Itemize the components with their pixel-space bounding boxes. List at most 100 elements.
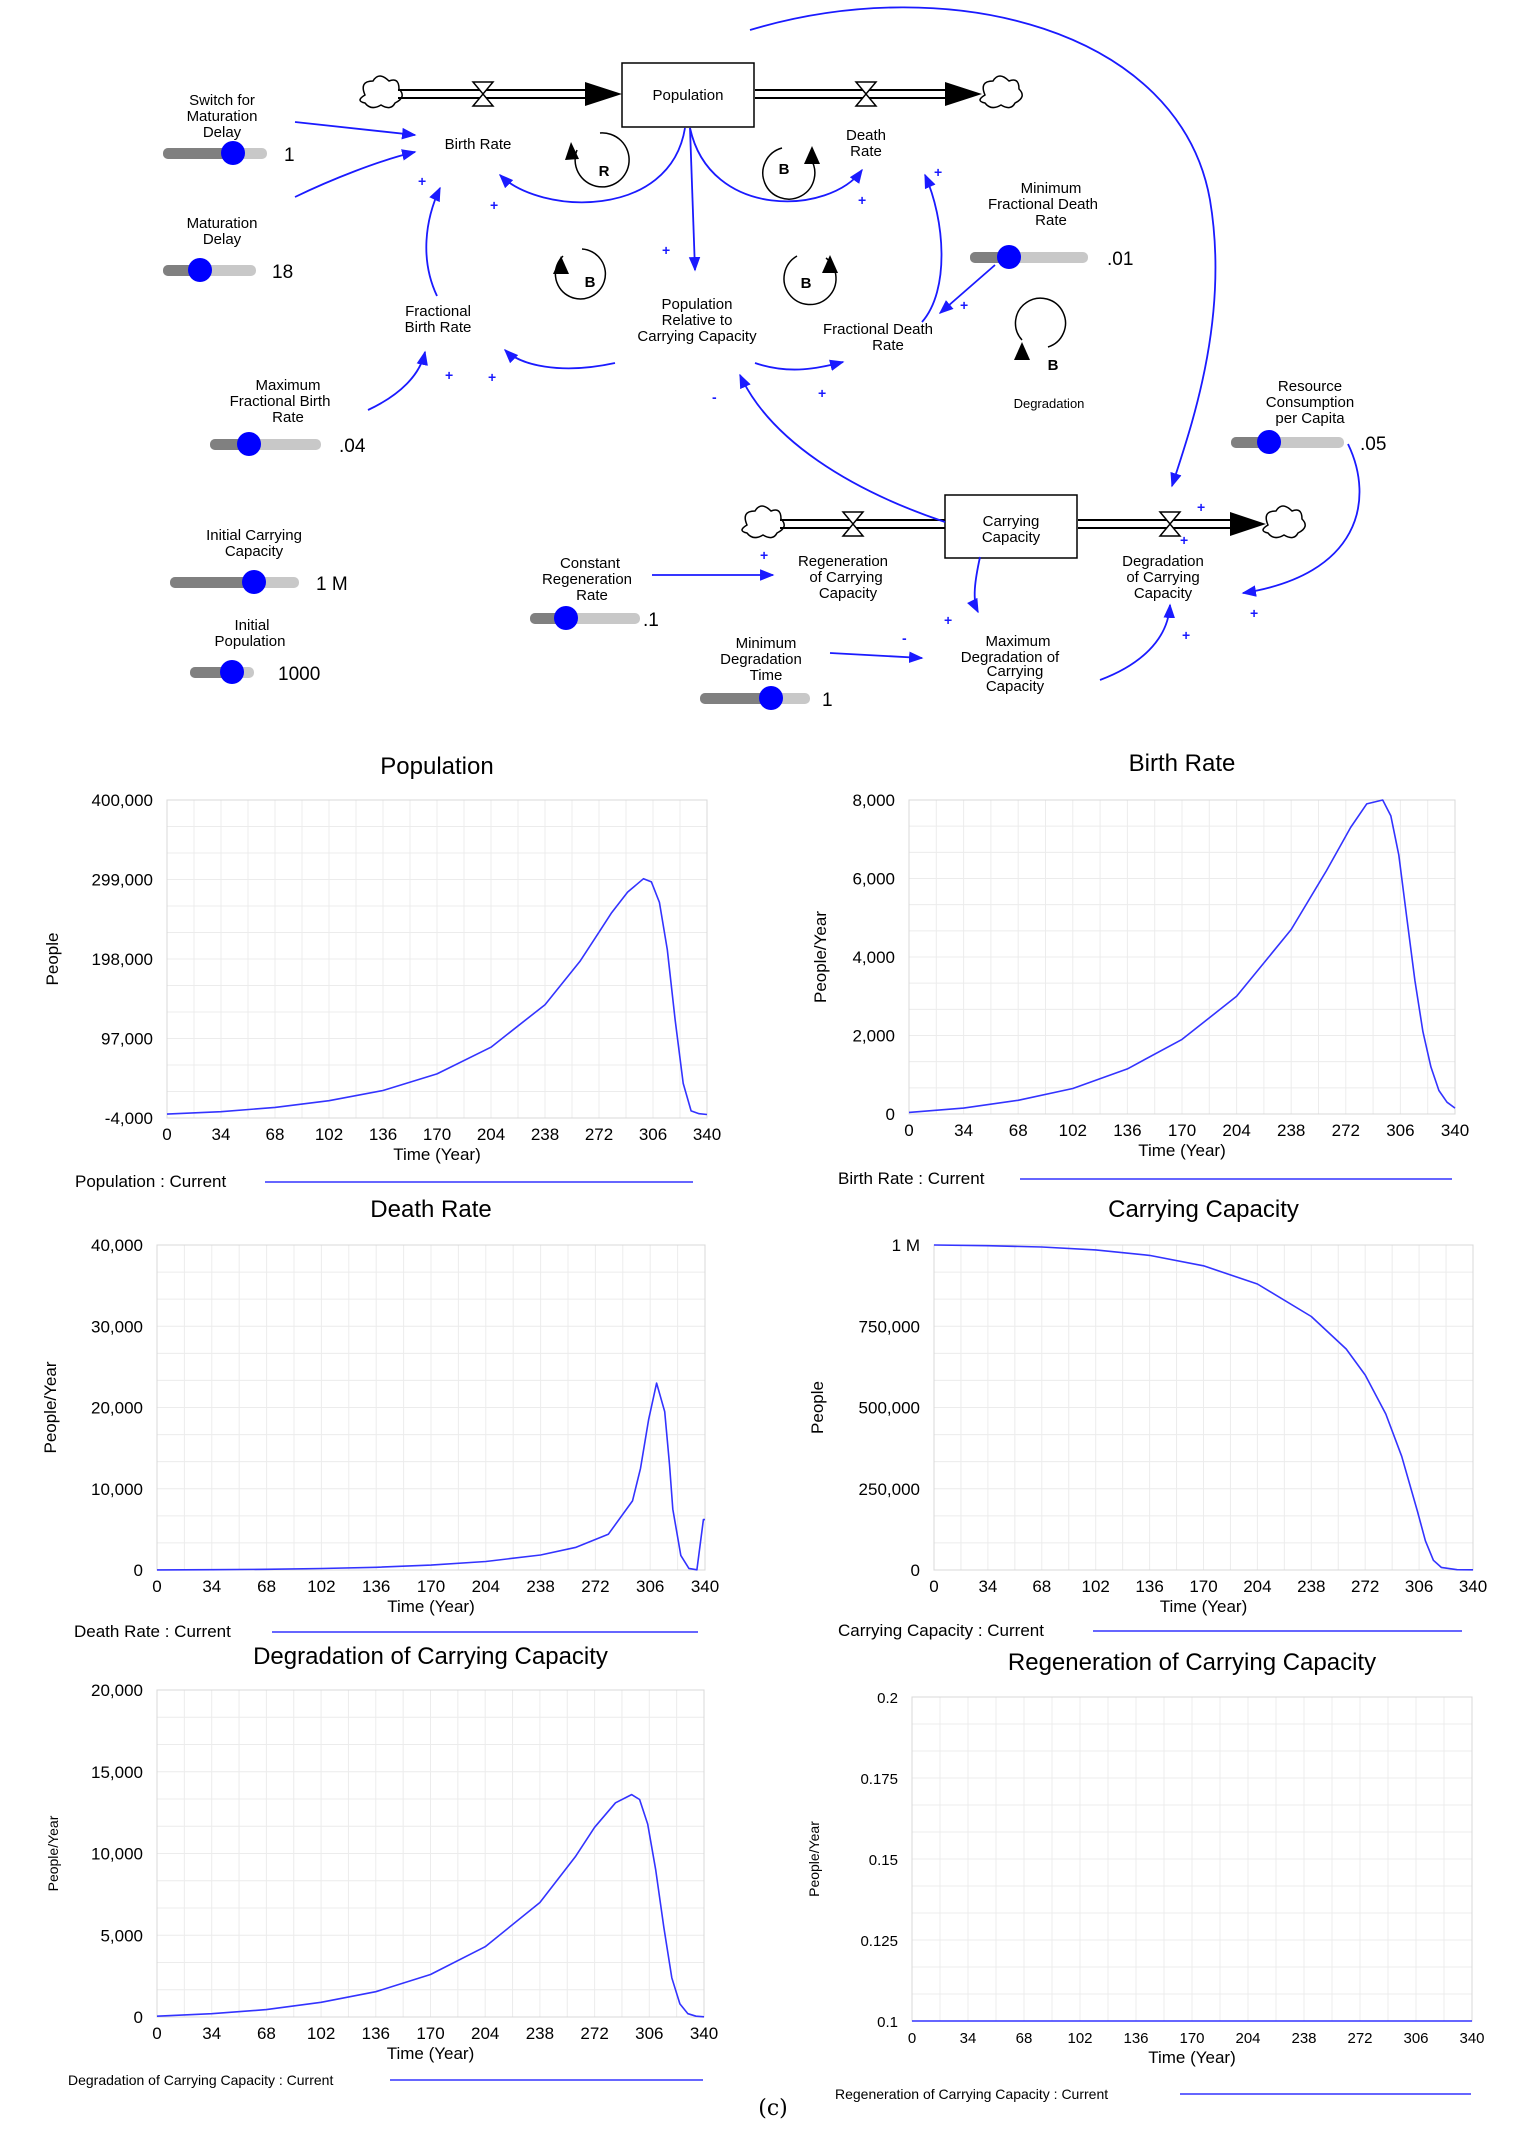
x-tick-label: 136 (1113, 1121, 1141, 1140)
regeneration-valve-icon (841, 511, 865, 537)
figure-caption: (c) (758, 2096, 788, 2121)
x-tick-label: 34 (202, 1577, 221, 1596)
svg-text:Degradation: Degradation (1014, 396, 1085, 411)
x-tick-label: 136 (1135, 1577, 1163, 1596)
svg-text:+: + (760, 547, 768, 563)
causal-links (294, 6, 1361, 681)
population-relative-label[interactable]: Population Relative to Carrying Capacity (637, 296, 757, 345)
carrying-capacity-stock[interactable] (944, 494, 1078, 559)
svg-text:R: R (599, 163, 610, 180)
slider-knob[interactable] (1257, 430, 1281, 454)
x-tick-label: 238 (526, 2024, 554, 2043)
slider-resource-consumption[interactable]: Resource Consumption per Capita .05 (1231, 378, 1386, 455)
chart-title: Carrying Capacity (1108, 1196, 1299, 1223)
svg-text:Degradation of: Degradation of (961, 649, 1060, 666)
chart-grid (156, 1689, 705, 2018)
x-tick-label: 68 (257, 2024, 276, 2043)
y-axis-label: People/Year (806, 1821, 822, 1897)
slider-initial-pop[interactable]: Initial Population 1000 (190, 617, 320, 685)
svg-text:Delay: Delay (203, 124, 242, 141)
x-axis-label: Time (Year) (1160, 1597, 1248, 1616)
x-tick-label: 102 (307, 2024, 335, 2043)
svg-text:Minimum: Minimum (736, 635, 797, 652)
slider-min-frac-death[interactable]: Minimum Fractional Death Rate .01 (970, 180, 1133, 270)
svg-text:-: - (902, 630, 907, 646)
y-tick-label: 4,000 (852, 948, 895, 967)
death-rate-label[interactable]: Death Rate (846, 127, 886, 160)
slider-knob[interactable] (221, 141, 245, 165)
degradation-flow-pipe (1078, 519, 1235, 529)
degradation-label[interactable]: Degradation of Carrying Capacity (1122, 553, 1204, 602)
y-axis-label: People/Year (45, 1815, 61, 1891)
svg-text:of Carrying: of Carrying (1126, 569, 1199, 586)
svg-text:Maturation: Maturation (187, 108, 258, 125)
svg-text:of Carrying: of Carrying (809, 569, 882, 586)
svg-text:B: B (801, 275, 812, 292)
chart-plot-frame (933, 1244, 1474, 1571)
x-tick-label: 170 (1168, 1121, 1196, 1140)
slider-constant-regen[interactable]: Constant Regeneration Rate .1 (530, 555, 659, 631)
y-axis-label: People (808, 1381, 827, 1434)
chart-grid (166, 799, 708, 1119)
y-tick-label: 0.2 (877, 1690, 898, 1707)
x-tick-label: 34 (978, 1577, 997, 1596)
slider-knob[interactable] (554, 606, 578, 630)
svg-text:1000: 1000 (278, 664, 320, 685)
y-tick-label: 10,000 (91, 1845, 143, 1864)
x-tick-label: 136 (362, 2024, 390, 2043)
slider-knob[interactable] (188, 258, 212, 282)
slider-knob[interactable] (242, 570, 266, 594)
x-tick-label: 340 (693, 1125, 721, 1144)
x-tick-label: 306 (1386, 1121, 1414, 1140)
chart-legend-label: Population : Current (75, 1172, 226, 1191)
x-tick-label: 204 (472, 1577, 500, 1596)
slider-initial-cc[interactable]: Initial Carrying Capacity 1 M (170, 527, 348, 595)
regeneration-label[interactable]: Regeneration of Carrying Capacity (798, 553, 888, 602)
slider-max-frac-birth[interactable]: Maximum Fractional Birth Rate .04 (210, 377, 366, 457)
birth-rate-label[interactable]: Birth Rate (445, 136, 512, 153)
slider-min-degradation-time[interactable]: Minimum Degradation Time 1 (700, 635, 833, 711)
slider-knob[interactable] (997, 245, 1021, 269)
chart-panel: Carrying Capacity 0 34 68 102 136 170 204 238 272… (808, 1196, 1487, 1640)
series-line (933, 1244, 1474, 1571)
fractional-death-rate-label[interactable]: Fractional Death Rate (823, 321, 933, 354)
svg-text:Carrying Capacity: Carrying Capacity (637, 328, 757, 345)
fractional-birth-rate-label[interactable]: Fractional Birth Rate (405, 303, 472, 336)
slider-knob[interactable] (220, 660, 244, 684)
y-tick-label: 750,000 (859, 1317, 920, 1336)
x-tick-label: 340 (691, 1577, 719, 1596)
svg-text:Capacity: Capacity (1134, 585, 1193, 602)
cloud-sink-population (979, 75, 1023, 109)
x-tick-label: 204 (1243, 1577, 1271, 1596)
svg-text:Relative to: Relative to (662, 312, 733, 329)
svg-text:+: + (1250, 605, 1258, 621)
svg-text:.1: .1 (643, 610, 659, 631)
svg-text:Constant: Constant (560, 555, 621, 572)
svg-text:Fractional Death: Fractional Death (823, 321, 933, 338)
chart-legend-label: Regeneration of Carrying Capacity : Curr… (835, 2086, 1108, 2102)
x-tick-label: 272 (1347, 2030, 1372, 2047)
x-tick-label: 0 (929, 1577, 938, 1596)
x-tick-label: 272 (581, 1577, 609, 1596)
chart-title: Regeneration of Carrying Capacity (1008, 1649, 1376, 1676)
x-tick-label: 340 (1459, 2030, 1484, 2047)
svg-text:Rate: Rate (850, 143, 882, 160)
svg-text:per Capita: per Capita (1275, 410, 1345, 427)
svg-text:+: + (944, 612, 952, 628)
slider-knob[interactable] (759, 686, 783, 710)
svg-text:Carrying: Carrying (987, 663, 1044, 680)
slider-maturation-delay[interactable]: Maturation Delay 18 (163, 215, 293, 283)
x-tick-label: 204 (477, 1125, 505, 1144)
x-tick-label: 306 (636, 1577, 664, 1596)
series-line (908, 799, 1456, 1114)
max-degradation-label[interactable]: Maximum Degradation of Carrying Capacity (961, 633, 1060, 695)
chart-title: Death Rate (370, 1196, 491, 1223)
svg-text:Regeneration: Regeneration (798, 553, 888, 570)
x-tick-label: 68 (266, 1125, 285, 1144)
population-stock[interactable] (621, 62, 755, 128)
slider-knob[interactable] (237, 432, 261, 456)
svg-text:Degradation: Degradation (1122, 553, 1204, 570)
slider-switch-maturation[interactable]: Switch for Maturation Delay 1 (163, 92, 295, 166)
x-tick-label: 306 (1405, 1577, 1433, 1596)
